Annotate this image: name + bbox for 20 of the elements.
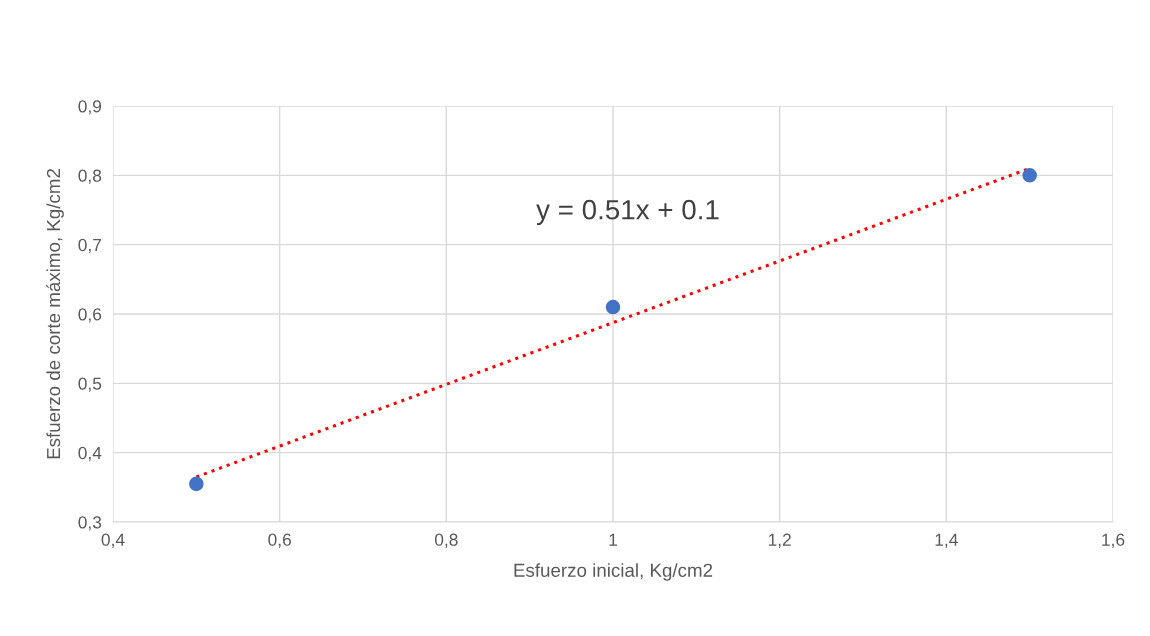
x-tick-label: 0,6: [268, 533, 291, 548]
y-tick-label: 0,4: [78, 446, 102, 462]
y-tick-label: 0,3: [78, 516, 102, 531]
point: [605, 299, 621, 315]
x-tick-label: 1: [609, 533, 617, 546]
y-tick-label: 0,5: [78, 377, 102, 392]
point: [1022, 168, 1037, 183]
y-tick-label: 0,7: [78, 238, 102, 254]
x-tick-label: 1,4: [935, 533, 958, 548]
x-tick-label: 1,2: [768, 533, 791, 548]
y-tick-label: 0,9: [78, 100, 102, 115]
y-tick-label: 0,8: [78, 169, 102, 184]
x-tick-label: 0,4: [101, 533, 125, 548]
x-tick-label: 1,6: [1102, 533, 1125, 548]
x-axis-title: Esfuerzo inicial, Kg/cm2: [514, 563, 713, 581]
x-tick-label: 0,8: [434, 533, 458, 548]
y-tick-label: 0,6: [78, 308, 102, 323]
annotation: y = 0.51x + 0.1: [536, 199, 719, 226]
point: [189, 476, 204, 492]
y-axis-title: Esfuerzo de corte máximo, Kg/cm2: [46, 169, 64, 459]
